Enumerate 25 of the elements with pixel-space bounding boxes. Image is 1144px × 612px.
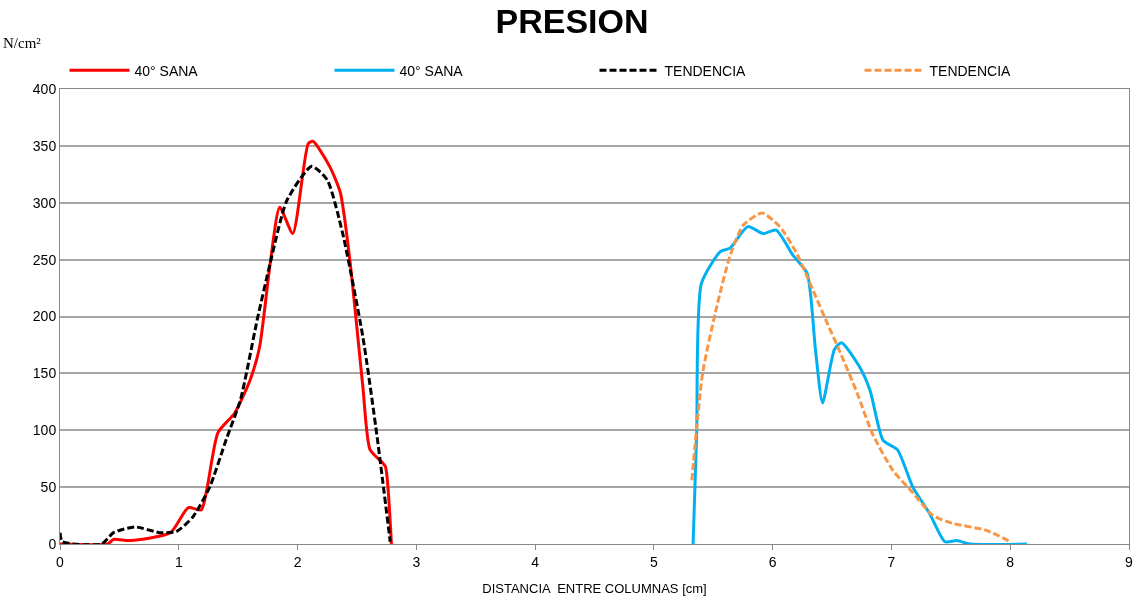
legend-label: 40° SANA — [399, 62, 464, 79]
x-tick-label: 2 — [293, 553, 302, 570]
y-tick-label: 350 — [32, 137, 57, 154]
y-axis-title: N/cm² — [3, 35, 42, 51]
legend-label: TENDENCIA — [929, 62, 1012, 79]
x-tick-label: 5 — [649, 553, 658, 570]
x-tick-label: 9 — [1125, 553, 1134, 570]
y-tick-label: 400 — [32, 80, 57, 97]
y-tick-label: 150 — [32, 365, 57, 382]
y-tick-label: 200 — [32, 308, 57, 325]
x-tick-label: 8 — [1006, 553, 1015, 570]
chart-title: PRESION — [495, 1, 649, 40]
x-tick-label: 1 — [174, 553, 183, 570]
x-tick-label: 4 — [531, 553, 540, 570]
y-tick-label: 250 — [32, 251, 57, 268]
y-tick-label: 50 — [40, 479, 57, 496]
legend-label: 40° SANA — [134, 62, 199, 79]
x-tick-label: 7 — [887, 553, 896, 570]
x-tick-label: 6 — [768, 553, 777, 570]
legend-label: TENDENCIA — [664, 62, 747, 79]
y-tick-label: 100 — [32, 422, 57, 439]
x-tick-label: 3 — [412, 553, 421, 570]
y-tick-label: 0 — [48, 535, 57, 552]
x-axis-title: DISTANCIA ENTRE COLUMNAS [cm] — [482, 581, 707, 596]
y-tick-label: 300 — [32, 194, 57, 211]
